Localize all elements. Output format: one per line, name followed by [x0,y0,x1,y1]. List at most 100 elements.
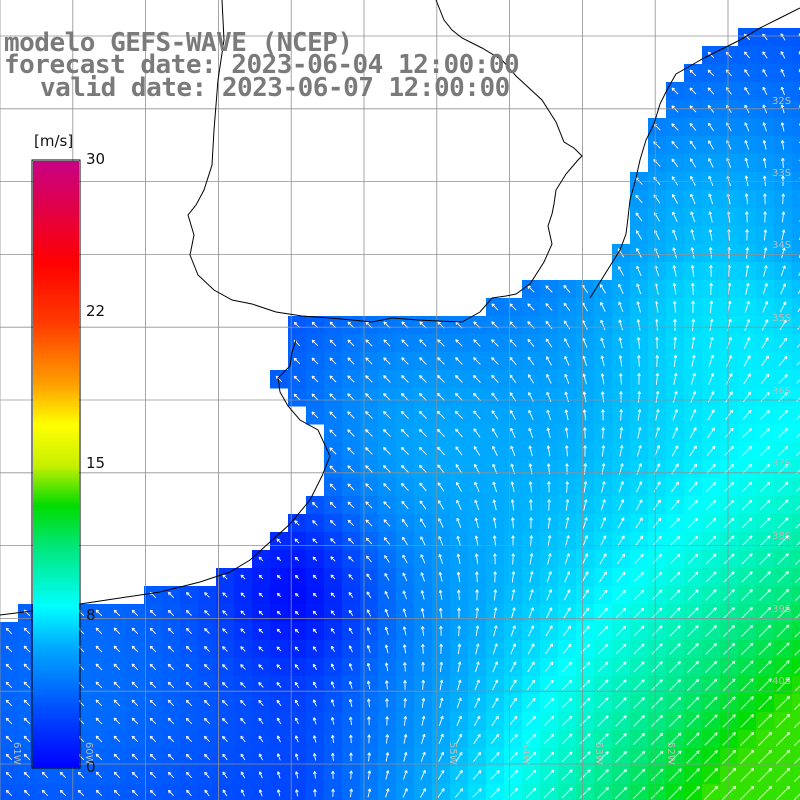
wind-arrow [740,642,754,656]
wind-arrow [167,627,175,635]
lat-label-39s: 39S [772,604,792,615]
wind-arrow [348,574,354,580]
wind-arrow [760,463,771,474]
wind-arrow [563,589,571,601]
wind-arrow [689,427,697,439]
wind-arrow [473,357,481,365]
wind-arrow [795,559,800,565]
wind-arrow [113,789,121,797]
wind-arrow [669,553,681,565]
wind-arrow [329,375,337,383]
wind-arrow [475,607,480,619]
wind-arrow [564,571,571,583]
lat-label-32s: 32S [772,96,792,107]
wind-arrow [759,553,771,565]
wind-arrow [365,411,373,419]
wind-arrow [149,663,157,671]
wind-arrow [691,318,696,331]
colorbar-tick-22: 22 [86,302,106,320]
wind-arrow [616,607,627,618]
wind-arrow [564,427,569,439]
wind-arrow [525,769,537,781]
wind-arrow [384,680,389,690]
wind-arrow [636,481,643,493]
wind-arrow [528,589,534,601]
wind-arrow [794,613,800,620]
wind-arrow [493,625,498,637]
wind-arrow [637,391,642,403]
wind-arrow [510,410,516,420]
wind-arrow [149,789,156,796]
wind-arrow [707,427,715,439]
wind-arrow [384,626,389,636]
wind-arrow [707,69,715,77]
wind-arrow [23,789,31,797]
wind-arrow [401,393,409,401]
wind-arrow [421,733,426,744]
wind-arrow [131,609,139,617]
wind-arrow [366,555,372,563]
wind-arrow [528,445,533,457]
wind-arrow [780,140,785,150]
wind-arrow [185,699,193,707]
wind-arrow [741,607,753,619]
wind-arrow [741,589,753,601]
wind-arrow [545,285,553,293]
wind-arrow [615,751,627,763]
wind-arrow [776,785,791,800]
wind-arrow [529,535,534,547]
wind-arrow [204,646,210,652]
wind-arrow [473,446,481,456]
wind-arrow [312,574,318,580]
colorbar-tick-30: 30 [86,150,106,168]
wind-arrow [673,372,678,385]
wind-arrow [509,661,517,673]
wind-arrow [330,717,335,725]
wind-arrow [185,717,193,725]
wind-arrow [473,751,481,762]
wind-arrow [564,445,569,457]
wind-arrow [547,499,551,511]
wind-arrow [781,175,785,187]
wind-arrow [740,696,754,710]
wind-arrow [131,771,139,779]
wind-arrow [510,643,517,655]
wind-arrow [762,175,767,187]
wind-arrow [349,770,353,780]
wind-arrow [708,373,715,385]
wind-arrow [758,785,773,800]
lat-label-38s: 38S [772,531,792,542]
wind-arrow [365,447,373,455]
wind-arrow [687,661,699,673]
wind-arrow [276,538,282,544]
wind-arrow [546,427,551,439]
wind-arrow [672,283,677,295]
wind-arrow [564,338,570,348]
wind-arrow [95,663,103,671]
wind-arrow [633,679,645,691]
wind-arrow [636,248,642,258]
wind-arrow [636,283,642,295]
wind-arrow [724,464,734,474]
wind-arrow [762,33,768,41]
wind-arrow [294,753,299,761]
wind-arrow [204,592,210,598]
wind-arrow [617,517,625,529]
wind-arrow [795,487,800,493]
wind-arrow [778,355,788,366]
wind-arrow [652,517,662,529]
wind-arrow [95,681,103,689]
wind-arrow [240,735,246,743]
wind-arrow [597,787,609,799]
wind-arrow [615,715,627,727]
wind-arrow [185,627,192,634]
wind-arrow [400,464,409,473]
wind-arrow [781,211,786,223]
wind-arrow [794,685,800,692]
wind-arrow [562,625,572,637]
wind-arrow [329,519,336,526]
wind-arrow [761,337,769,349]
wind-arrow [419,375,427,383]
wind-arrow [562,643,572,655]
wind-arrow [687,589,699,601]
